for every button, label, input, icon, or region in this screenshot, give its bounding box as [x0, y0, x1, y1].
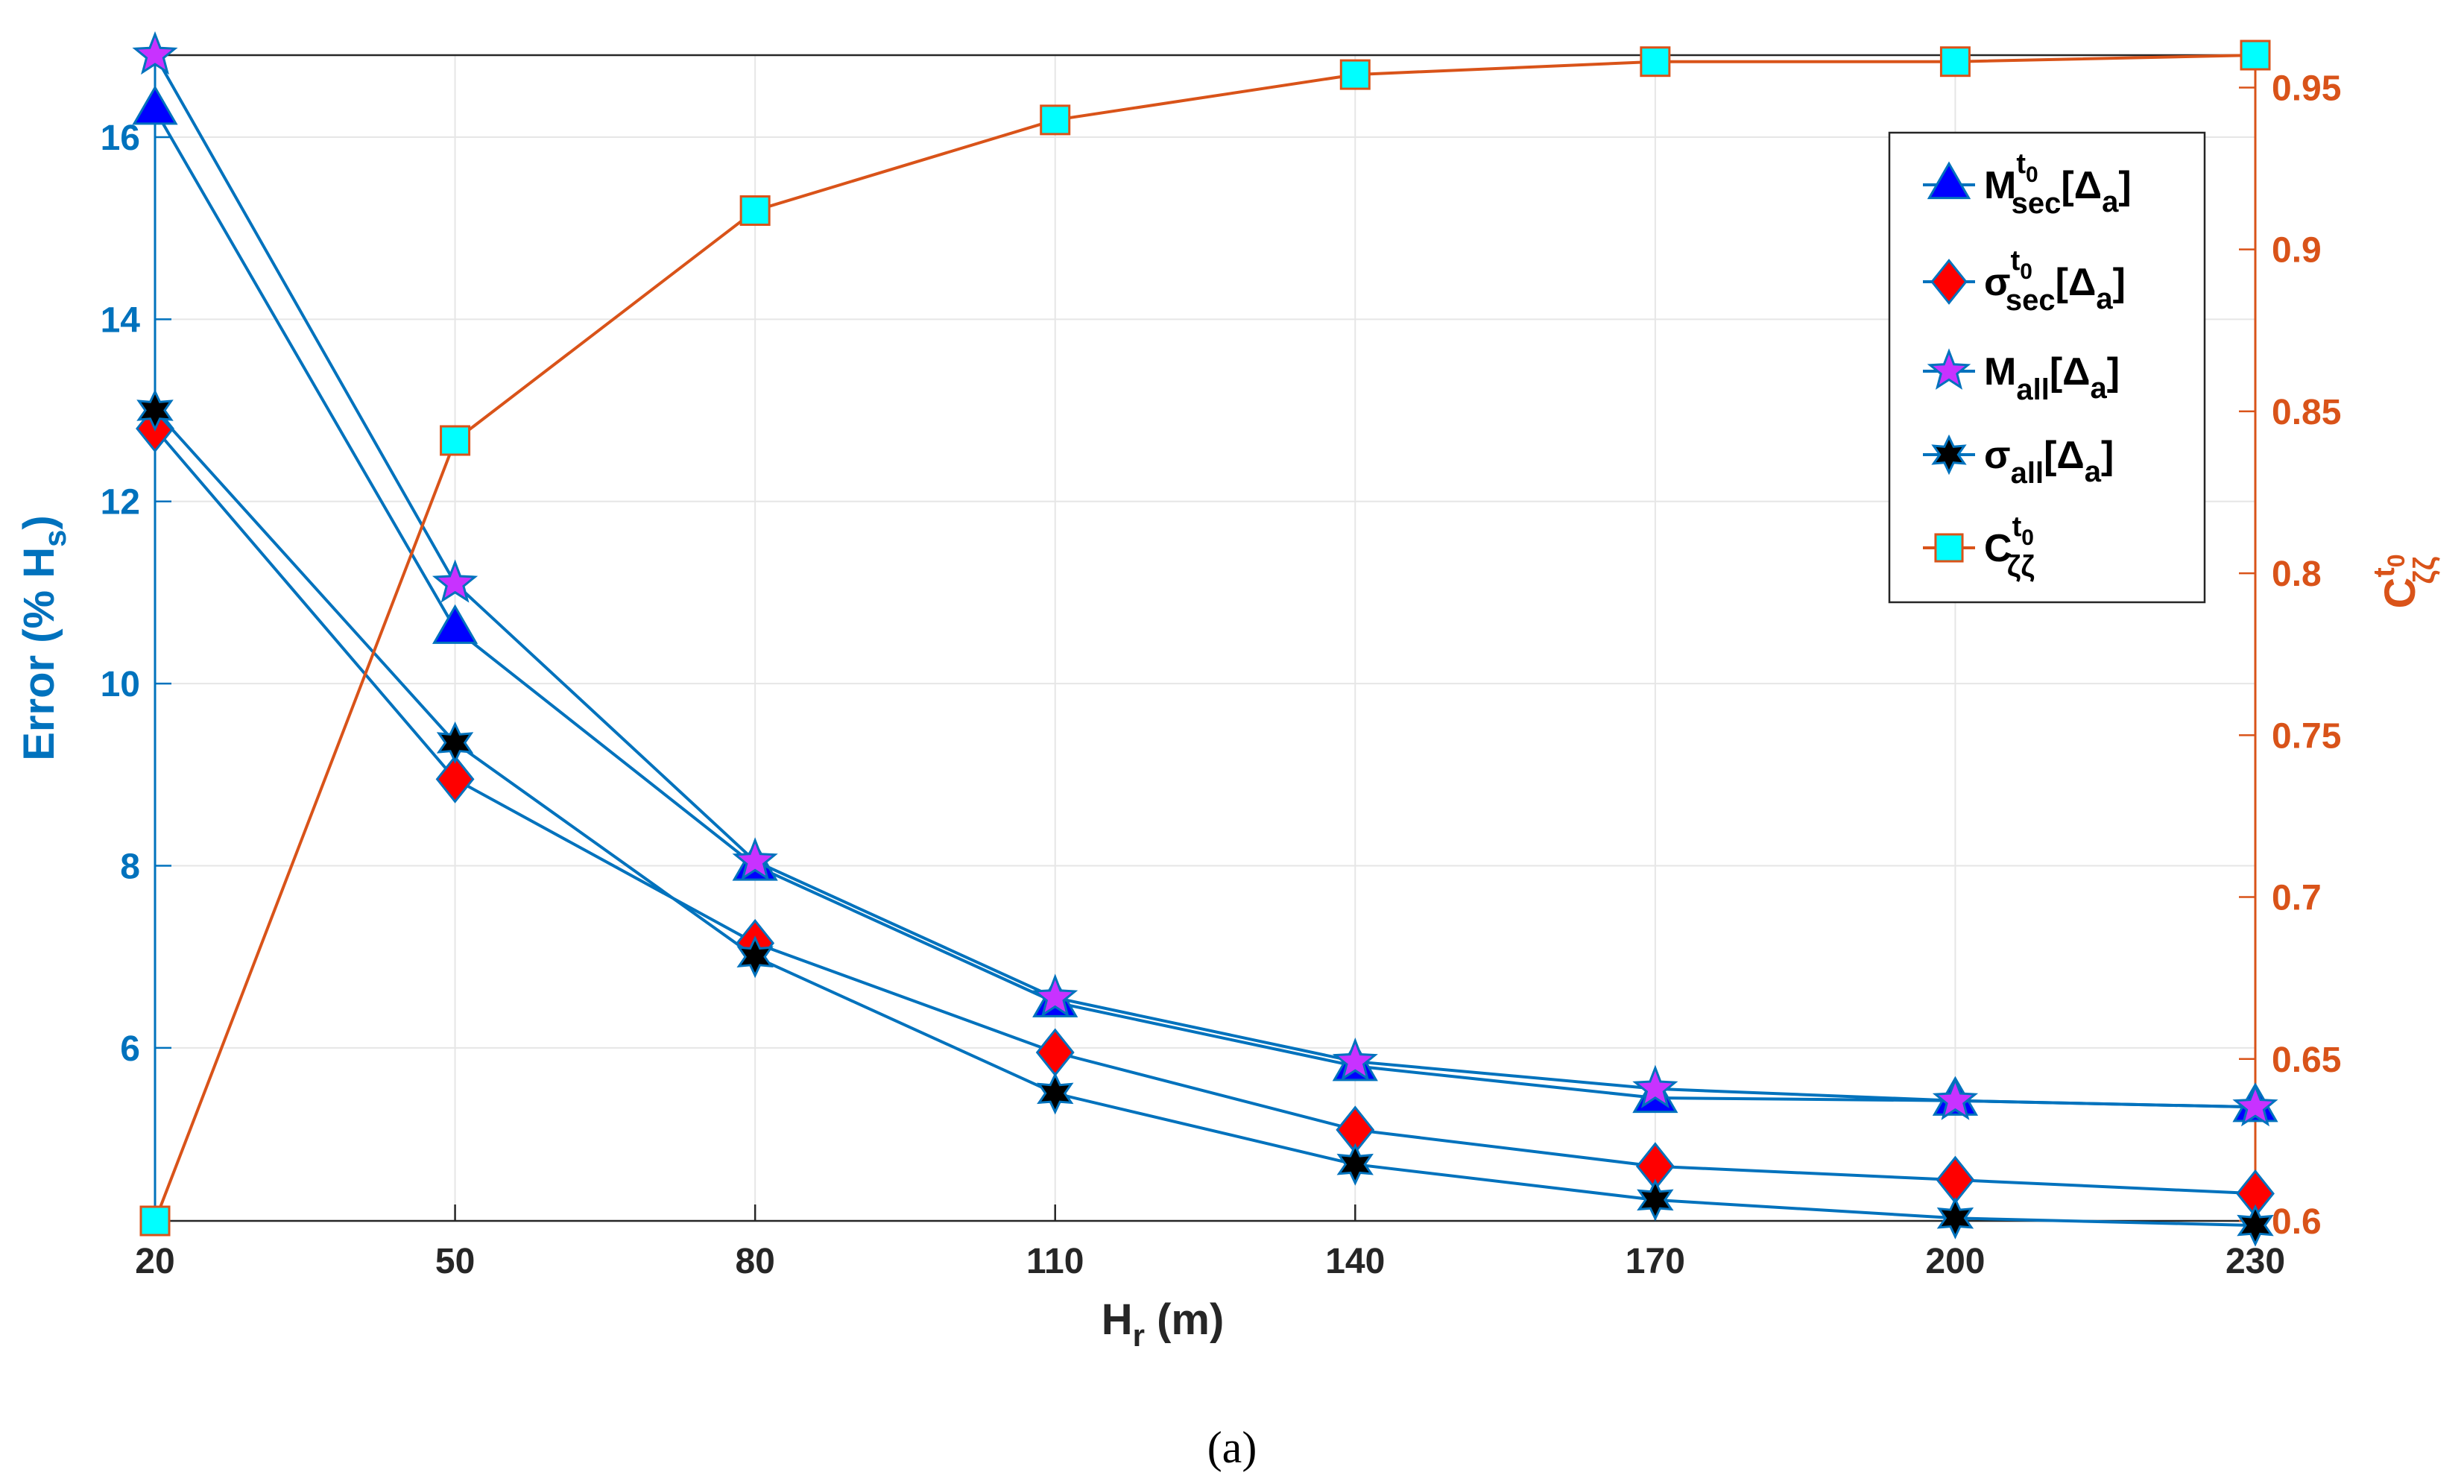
data-point-hexagram	[1637, 1178, 1674, 1222]
legend-label: σt0 sec[Δa]	[1984, 245, 2126, 317]
data-point-star	[1032, 973, 1078, 1017]
data-point-star	[1332, 1038, 1378, 1082]
data-point-star	[432, 559, 478, 603]
data-point-hexagram	[1336, 1143, 1374, 1186]
y-tick-label-right: 0.8	[2272, 555, 2322, 594]
y-tick-label-left: 12	[101, 483, 140, 522]
y-tick-label-right: 0.85	[2272, 393, 2341, 432]
series-layer	[132, 31, 2278, 1247]
y-axis-label-right: Ct0ζζ	[2368, 554, 2441, 608]
legend-item: Mall[Δa]	[1923, 348, 2120, 406]
series-line	[154, 54, 2256, 1109]
x-tick-label: 140	[1325, 1242, 1385, 1281]
data-point-square	[1339, 59, 1371, 90]
data-point-star	[2232, 1083, 2278, 1127]
data-point-diamond	[1936, 1155, 1975, 1204]
axis-labels: Hr (m) Error (% Hs) Ct0ζζ	[15, 515, 2441, 1353]
legend-item: σt0 sec[Δa]	[1923, 245, 2126, 317]
y-tick-label-left: 16	[101, 119, 140, 158]
legend-marker	[1934, 533, 1964, 563]
legend-item: Mt0 sec[Δa]	[1923, 148, 2132, 220]
legend-marker	[1931, 434, 1967, 476]
y-tick-label-right: 0.65	[2272, 1041, 2341, 1080]
y-tick-label-right: 0.75	[2272, 716, 2341, 756]
y-tick-label-right: 0.9	[2272, 231, 2322, 271]
data-point-triangle	[432, 604, 478, 644]
data-point-diamond	[435, 754, 475, 803]
legend-label: σall[Δa]	[1984, 434, 2114, 490]
data-point-star	[732, 837, 778, 881]
y-axis-label-left: Error (% Hs)	[15, 515, 72, 761]
figure-caption: (a)	[1207, 1423, 1257, 1472]
data-point-square	[139, 1205, 171, 1237]
data-point-triangle	[132, 85, 178, 125]
data-point-hexagram	[736, 935, 774, 979]
data-point-hexagram	[136, 388, 174, 432]
data-point-hexagram	[1037, 1072, 1074, 1115]
series-line	[154, 54, 2256, 1222]
x-tick-label: 170	[1626, 1242, 1685, 1281]
legend: Mt0 sec[Δa] σt0 sec[Δa] Mall[Δa] σall[Δa] Ct0 ζ…	[1888, 131, 2206, 604]
x-tick-label: 80	[735, 1242, 774, 1281]
legend-item: Ct0 ζζ	[1923, 511, 2035, 583]
data-point-square	[2240, 40, 2271, 71]
legend-label: Ct0 ζζ	[1984, 511, 2035, 583]
x-tick-label: 110	[1026, 1242, 1084, 1281]
y-tick-label-right: 0.6	[2272, 1202, 2322, 1242]
x-tick-label: 230	[2226, 1242, 2285, 1281]
legend-marker	[1927, 348, 1971, 390]
series-line	[154, 109, 2256, 1109]
series-line	[154, 409, 2256, 1228]
data-point-star	[132, 31, 178, 75]
legend-label: Mt0 sec[Δa]	[1984, 148, 2132, 220]
y-tick-label-left: 6	[120, 1029, 140, 1069]
series-2	[132, 31, 2278, 1127]
data-point-hexagram	[1936, 1196, 1974, 1240]
y-tick-label-left: 10	[101, 665, 140, 704]
legend-label: Mall[Δa]	[1984, 350, 2120, 406]
legend-marker	[1927, 161, 1971, 200]
series-line	[154, 427, 2256, 1196]
data-point-hexagram	[2237, 1204, 2274, 1247]
y-tick-label-left: 14	[101, 300, 141, 340]
x-tick-label: 20	[135, 1242, 174, 1281]
series-4	[139, 40, 2271, 1237]
legend-item: σall[Δa]	[1923, 434, 2114, 490]
data-point-square	[739, 195, 771, 227]
legend-marker	[1930, 259, 1968, 305]
x-tick-label: 50	[435, 1242, 475, 1281]
data-point-square	[440, 425, 471, 456]
data-point-square	[1640, 46, 1671, 78]
y-tick-label-right: 0.7	[2272, 879, 2322, 918]
axes: 20 50 80 110 140 170 200 230 6 8 10 12 14 16 0.6 0.65 0.…	[101, 55, 2341, 1281]
data-point-star	[1932, 1076, 1979, 1120]
y-tick-label-left: 8	[120, 847, 140, 886]
data-point-hexagram	[436, 721, 474, 764]
series-3	[136, 388, 2274, 1247]
data-point-square	[1939, 46, 1971, 78]
data-point-diamond	[1035, 1028, 1075, 1077]
x-axis-label: Hr (m)	[1102, 1295, 1225, 1353]
data-point-star	[1632, 1064, 1678, 1108]
x-tick-label: 200	[1925, 1242, 1985, 1281]
data-point-square	[1040, 104, 1071, 136]
y-tick-label-right: 0.95	[2272, 69, 2341, 108]
